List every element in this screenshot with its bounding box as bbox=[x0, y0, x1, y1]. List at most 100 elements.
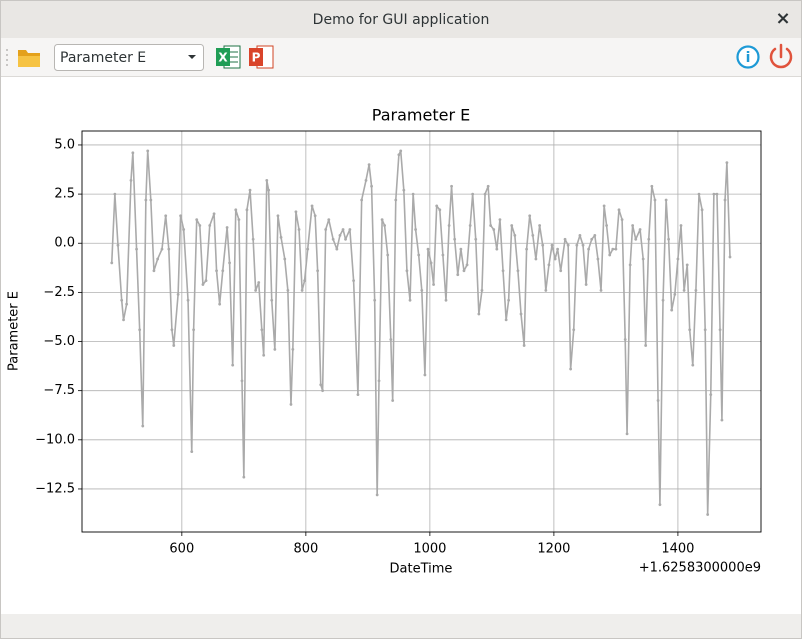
chart: Parameter E DateTime Parameter E +1.6258… bbox=[7, 106, 762, 577]
data-point bbox=[141, 424, 145, 428]
data-point bbox=[522, 344, 526, 347]
y-tick-label: −7.5 bbox=[43, 383, 75, 398]
data-point bbox=[221, 269, 225, 273]
x-offset-text: +1.6258300000e9 bbox=[639, 561, 761, 576]
data-point bbox=[186, 298, 190, 302]
data-point bbox=[541, 243, 545, 247]
data-point bbox=[234, 208, 238, 212]
data-point bbox=[432, 283, 435, 286]
data-point bbox=[146, 149, 150, 153]
data-point bbox=[544, 289, 548, 292]
data-point bbox=[289, 403, 293, 406]
y-tick-label: −12.5 bbox=[35, 481, 75, 496]
data-point bbox=[513, 233, 517, 237]
data-point bbox=[218, 302, 222, 306]
data-point bbox=[685, 263, 689, 267]
data-point bbox=[611, 247, 615, 251]
data-point bbox=[720, 418, 724, 422]
data-point bbox=[380, 218, 384, 222]
data-point bbox=[399, 149, 403, 153]
data-point bbox=[525, 247, 529, 251]
data-point bbox=[402, 188, 406, 192]
data-point bbox=[291, 347, 295, 351]
open-folder-button[interactable] bbox=[18, 50, 40, 67]
data-point bbox=[556, 247, 560, 251]
x-tick-label: 1400 bbox=[661, 542, 694, 557]
data-point bbox=[131, 151, 135, 155]
data-point bbox=[715, 192, 719, 196]
data-point bbox=[614, 247, 618, 251]
ppt-export-button[interactable]: P bbox=[249, 45, 274, 69]
data-point bbox=[489, 224, 493, 227]
data-point bbox=[566, 243, 570, 247]
data-point bbox=[260, 328, 264, 332]
data-point bbox=[279, 235, 283, 239]
data-point bbox=[225, 226, 229, 229]
data-point bbox=[647, 237, 651, 241]
data-point bbox=[650, 184, 654, 188]
data-point bbox=[429, 261, 433, 265]
data-point bbox=[331, 237, 335, 241]
data-point bbox=[356, 393, 360, 396]
data-point bbox=[563, 237, 567, 241]
data-point bbox=[192, 328, 196, 332]
data-point bbox=[231, 363, 235, 367]
data-point bbox=[373, 298, 377, 302]
data-point bbox=[569, 367, 573, 371]
data-point bbox=[703, 328, 707, 332]
data-point bbox=[602, 204, 606, 208]
data-point bbox=[723, 198, 727, 202]
data-point bbox=[679, 224, 683, 227]
data-point bbox=[644, 344, 648, 347]
data-point bbox=[245, 208, 249, 212]
data-point bbox=[228, 261, 231, 265]
data-point bbox=[688, 328, 692, 332]
data-point bbox=[450, 184, 453, 188]
data-point bbox=[664, 198, 668, 202]
y-tick-label: −2.5 bbox=[43, 285, 75, 300]
data-point bbox=[507, 298, 511, 302]
data-point bbox=[360, 198, 364, 202]
excel-icon-letter: X bbox=[218, 51, 228, 65]
data-point bbox=[670, 308, 674, 312]
data-point bbox=[495, 247, 499, 251]
data-point bbox=[267, 188, 271, 192]
data-point bbox=[321, 389, 324, 393]
data-point bbox=[144, 198, 148, 202]
data-point bbox=[441, 253, 445, 257]
data-point bbox=[237, 218, 241, 222]
data-point bbox=[423, 373, 427, 377]
data-point bbox=[682, 289, 686, 292]
close-button[interactable]: × bbox=[775, 8, 790, 29]
data-point bbox=[212, 212, 216, 216]
data-point bbox=[417, 253, 421, 257]
data-point bbox=[578, 233, 582, 237]
data-point bbox=[383, 224, 387, 227]
info-icon-letter: i bbox=[746, 50, 751, 66]
data-point bbox=[553, 257, 557, 261]
data-point bbox=[201, 283, 205, 286]
toolbar-grip bbox=[6, 49, 8, 66]
data-point bbox=[492, 228, 496, 231]
data-point bbox=[435, 204, 439, 208]
ppt-icon-letter: P bbox=[252, 51, 261, 65]
data-point bbox=[297, 228, 301, 231]
data-point bbox=[531, 233, 535, 237]
data-point bbox=[254, 289, 258, 292]
data-point bbox=[658, 503, 662, 507]
data-point bbox=[364, 178, 368, 182]
chart-title: Parameter E bbox=[372, 106, 470, 125]
parameter-combobox[interactable]: Parameter E bbox=[54, 44, 204, 71]
data-point bbox=[480, 289, 484, 292]
data-point bbox=[691, 363, 695, 367]
data-point bbox=[575, 243, 579, 247]
data-point bbox=[474, 237, 478, 241]
data-point bbox=[641, 257, 645, 261]
data-point bbox=[397, 153, 401, 157]
info-button[interactable]: i bbox=[736, 45, 760, 69]
data-point bbox=[414, 228, 418, 231]
excel-export-button[interactable]: X bbox=[216, 45, 241, 69]
y-tick-label: 0.0 bbox=[54, 236, 75, 251]
power-button[interactable] bbox=[769, 43, 793, 69]
